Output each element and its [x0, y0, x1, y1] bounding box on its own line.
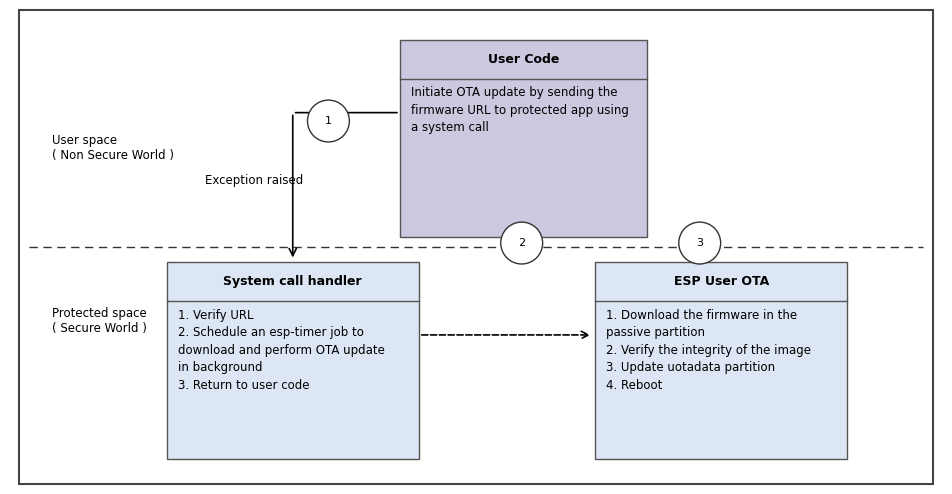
Text: User space
( Non Secure World ): User space ( Non Secure World )	[52, 134, 174, 162]
Text: ESP User OTA: ESP User OTA	[673, 275, 769, 288]
Text: User Code: User Code	[488, 53, 559, 66]
Ellipse shape	[307, 100, 349, 142]
FancyBboxPatch shape	[595, 262, 847, 459]
Text: Initiate OTA update by sending the
firmware URL to protected app using
a system : Initiate OTA update by sending the firmw…	[411, 86, 629, 134]
Text: 2: 2	[518, 238, 526, 248]
FancyBboxPatch shape	[400, 40, 647, 237]
Text: 1. Download the firmware in the
passive partition
2. Verify the integrity of the: 1. Download the firmware in the passive …	[606, 309, 811, 392]
Ellipse shape	[679, 222, 721, 264]
Text: System call handler: System call handler	[224, 275, 362, 288]
Text: 3: 3	[696, 238, 704, 248]
Text: Protected space
( Secure World ): Protected space ( Secure World )	[52, 307, 148, 335]
FancyBboxPatch shape	[167, 262, 419, 459]
Text: 1: 1	[325, 116, 332, 126]
Text: Exception raised: Exception raised	[205, 174, 303, 187]
Ellipse shape	[501, 222, 543, 264]
Text: 1. Verify URL
2. Schedule an esp-timer job to
download and perform OTA update
in: 1. Verify URL 2. Schedule an esp-timer j…	[178, 309, 385, 392]
